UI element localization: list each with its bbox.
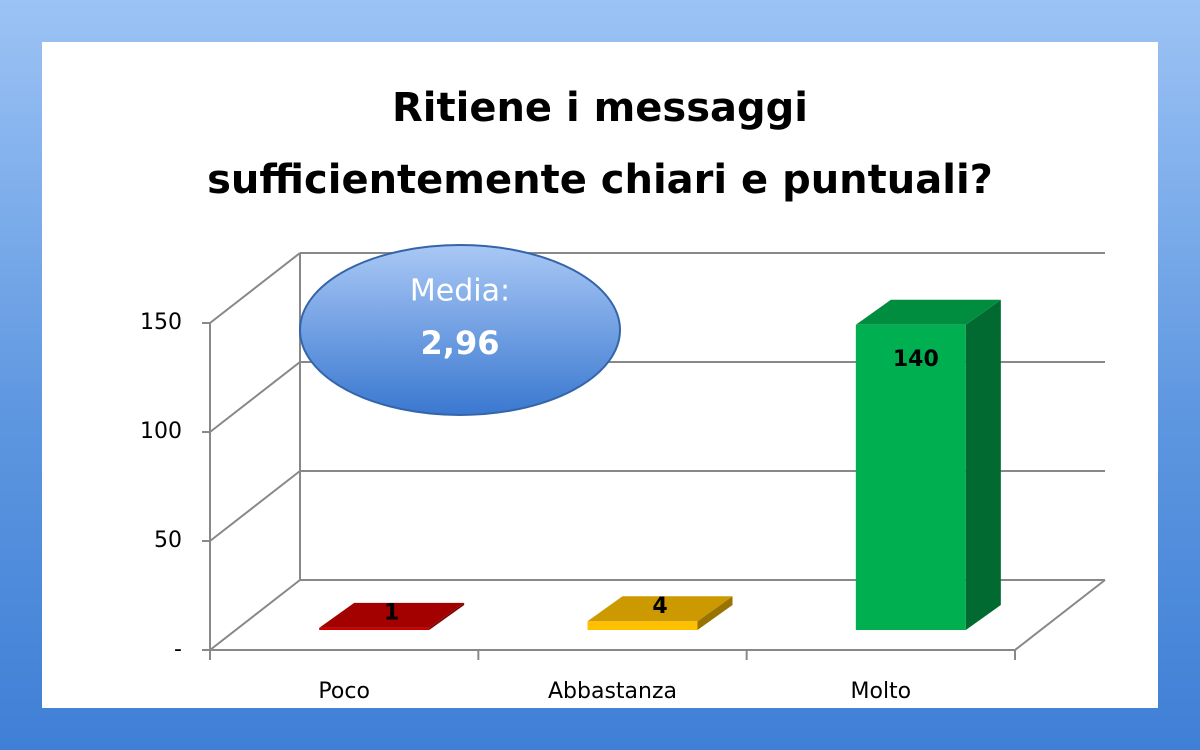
y-tick-label: - <box>174 637 182 662</box>
annotation-value: 2,96 <box>421 324 500 362</box>
bar-top <box>319 602 465 628</box>
bar-front <box>587 621 698 630</box>
bar-top <box>587 596 733 622</box>
bar-side <box>429 602 465 630</box>
data-label: 4 <box>652 594 667 619</box>
y-tick-label: 100 <box>140 419 182 444</box>
bar-side <box>697 596 733 630</box>
bar-front <box>855 324 966 630</box>
floor-edge <box>1014 579 1106 651</box>
annotation-bubble <box>299 244 621 416</box>
annotation-label: Media: <box>410 274 510 309</box>
x-tick-label: Molto <box>851 679 912 704</box>
y-tick-label: 50 <box>154 528 182 553</box>
bar-top <box>855 299 1001 325</box>
data-label: 1 <box>384 600 399 625</box>
grid-line <box>209 361 301 433</box>
grid-line <box>209 470 301 542</box>
y-tick-label: 150 <box>140 310 182 335</box>
x-tick-label: Poco <box>318 679 370 704</box>
grid-line <box>209 579 301 651</box>
chart-title: Ritiene i messaggi sufficientemente chia… <box>207 85 993 203</box>
data-label: 140 <box>893 347 939 372</box>
bars: 1 4 140 <box>319 299 1001 630</box>
grid-line <box>209 252 301 324</box>
bar-front <box>319 627 430 630</box>
x-tick-label: Abbastanza <box>548 679 677 704</box>
bar-side <box>965 299 1001 630</box>
